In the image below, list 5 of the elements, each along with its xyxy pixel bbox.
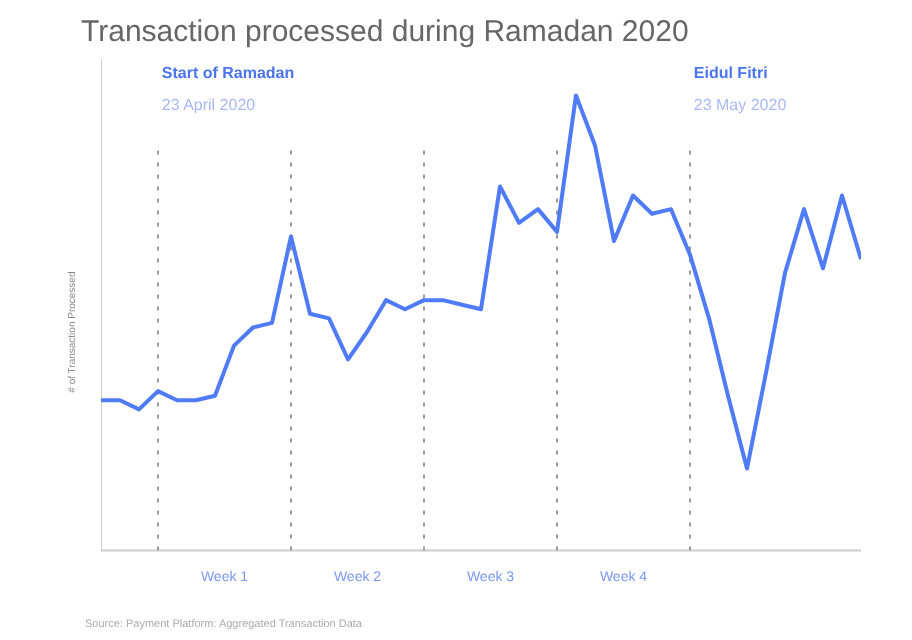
text: Start of Ramadan xyxy=(161,63,295,82)
chart-title: Transaction processed during Ramadan 2020 xyxy=(81,15,689,49)
text: Eidul Fitri xyxy=(693,63,768,82)
annotation: 23 April 2020 xyxy=(161,95,257,114)
annotation: 23 May 2020 xyxy=(693,95,788,114)
